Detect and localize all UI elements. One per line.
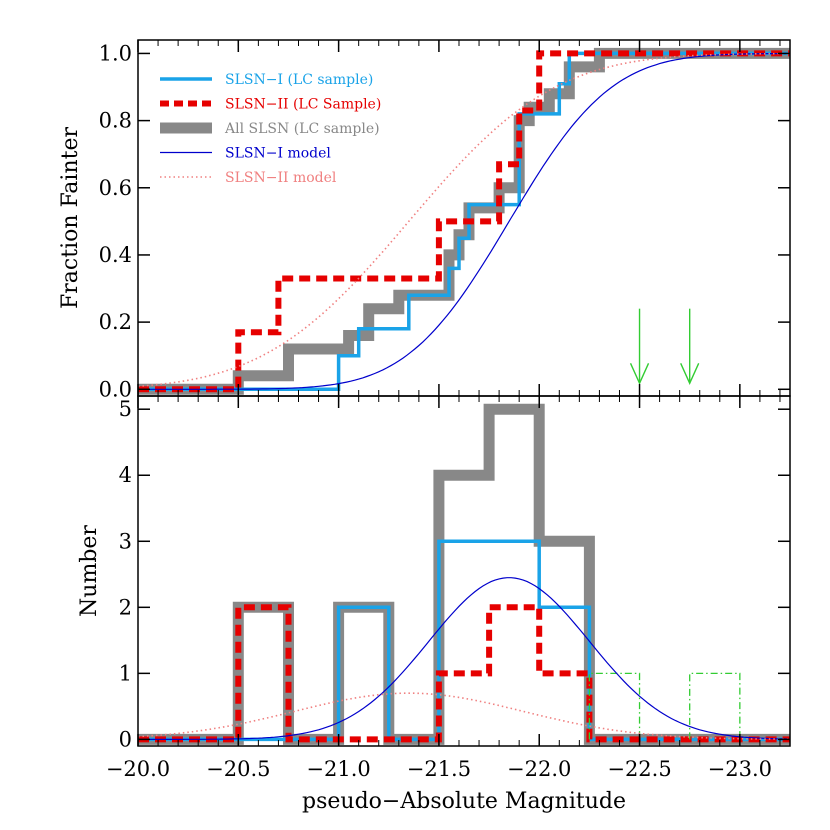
x-tick-label: −20.5 <box>206 757 270 781</box>
legend: SLSN−I (LC sample) SLSN−II (LC Sample) All… <box>160 72 381 186</box>
histogram-y-tick-label: 0 <box>119 727 132 751</box>
x-tick-label: −20.0 <box>106 757 170 781</box>
cumulative-y-tick-label: 1.0 <box>99 41 132 65</box>
histogram-y-tick-label: 5 <box>119 397 132 421</box>
x-axis-title: pseudo−Absolute Magnitude <box>302 789 626 814</box>
y-axis-title-histogram: Number <box>77 525 102 617</box>
cumulative-y-tick-label: 0.4 <box>99 243 132 267</box>
cumulative-y-tick-label: 0.0 <box>99 377 132 401</box>
cumulative-y-tick-label: 0.6 <box>99 176 132 200</box>
cumulative-series-1 <box>138 51 790 392</box>
histogram-data-layer <box>138 403 790 745</box>
histogram-panel: −20.0 −20.5 −21.0 −21.5 −22.0 −22.5 −23.0 0 1 2 3 4… <box>106 395 791 781</box>
histogram-y-tick-label: 2 <box>119 595 132 619</box>
histogram-axes: −20.0 −20.5 −21.0 −21.5 −22.0 −22.5 −23.0 0 1 2 3 4… <box>106 395 791 781</box>
limit-arrowhead-1 <box>680 362 700 385</box>
cumulative-series-4 <box>138 52 788 388</box>
cumulative-series-3 <box>138 52 788 390</box>
histogram-series-3 <box>588 672 741 740</box>
legend-label-2: All SLSN (LC sample) <box>224 121 380 137</box>
legend-label-0: SLSN−I (LC sample) <box>225 72 373 88</box>
cumulative-y-tick-label: 0.2 <box>99 310 132 334</box>
histogram-y-tick-label: 3 <box>119 529 132 553</box>
x-tick-label: −22.5 <box>607 757 671 781</box>
cumulative-series-2 <box>138 50 790 393</box>
legend-label-3: SLSN−I model <box>225 146 331 162</box>
x-tick-label: −23.0 <box>708 757 772 781</box>
histogram-y-tick-label: 4 <box>119 463 132 487</box>
histogram-series-5 <box>138 692 788 740</box>
histogram-y-tick-label: 1 <box>119 661 132 685</box>
x-tick-label: −21.5 <box>407 757 471 781</box>
histogram-series-4 <box>138 577 789 740</box>
legend-label-1: SLSN−II (LC Sample) <box>225 97 381 113</box>
cumulative-y-tick-label: 0.8 <box>99 109 132 133</box>
histogram-frame <box>137 395 791 747</box>
y-axis-title-cumulative: Fraction Fainter <box>58 127 83 309</box>
cumulative-data-layer <box>138 47 790 395</box>
x-tick-label: −21.0 <box>306 757 370 781</box>
limit-arrowhead-0 <box>629 362 650 385</box>
histogram-series-2 <box>138 604 790 743</box>
cumulative-series-0 <box>138 47 790 395</box>
legend-label-4: SLSN−II model <box>225 170 337 186</box>
x-tick-label: −22.0 <box>507 757 571 781</box>
